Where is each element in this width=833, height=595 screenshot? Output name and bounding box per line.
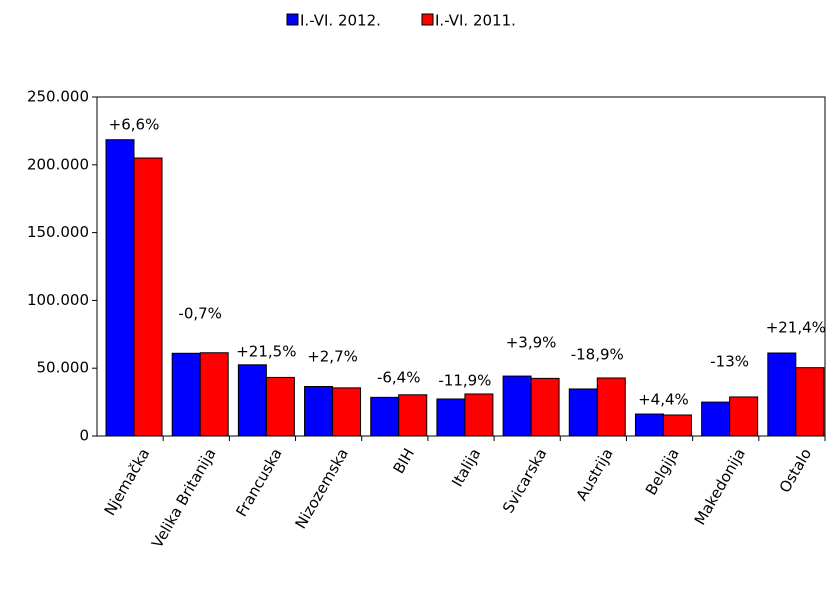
bar bbox=[370, 396, 400, 437]
bar bbox=[634, 413, 664, 437]
annotation: -0,7% bbox=[178, 305, 222, 323]
bar bbox=[237, 364, 267, 437]
bar bbox=[398, 394, 428, 437]
bar bbox=[662, 414, 692, 437]
bar bbox=[304, 386, 334, 437]
bar bbox=[596, 377, 626, 437]
y-tick-label: 100.000 bbox=[27, 291, 89, 309]
bar bbox=[701, 401, 731, 437]
annotation: +21,5% bbox=[236, 343, 296, 361]
annotation: -13% bbox=[710, 353, 749, 371]
bar bbox=[436, 398, 466, 437]
bar bbox=[199, 352, 229, 437]
annotation: -18,9% bbox=[571, 346, 624, 364]
bar bbox=[530, 377, 560, 437]
x-tick-label: Italija bbox=[448, 445, 484, 490]
bar bbox=[265, 376, 295, 437]
bar bbox=[105, 139, 135, 437]
x-tick-label: Makedonija bbox=[691, 445, 749, 528]
annotation: +2,7% bbox=[307, 348, 358, 366]
annotation: +4,4% bbox=[638, 391, 689, 409]
legend-label: I.-VI. 2012. bbox=[300, 12, 381, 30]
bar bbox=[133, 157, 163, 437]
bar bbox=[332, 387, 362, 437]
x-tick-label: Velika Britanija bbox=[148, 445, 219, 551]
y-tick-label: 150.000 bbox=[27, 223, 89, 241]
y-tick-label: 50.000 bbox=[37, 359, 90, 377]
x-tick-label: Svicarska bbox=[499, 445, 550, 516]
annotation: -11,9% bbox=[438, 372, 491, 390]
annotation: +21,4% bbox=[766, 319, 826, 337]
x-tick-label: BIH bbox=[390, 445, 419, 477]
legend-swatch bbox=[421, 13, 434, 26]
x-tick-label: Njemačka bbox=[101, 445, 154, 518]
bar bbox=[795, 367, 825, 437]
y-tick-label: 0 bbox=[79, 427, 89, 445]
bar bbox=[729, 396, 759, 437]
annotation: +3,9% bbox=[506, 334, 557, 352]
bar bbox=[171, 352, 201, 437]
annotation: -6,4% bbox=[377, 369, 421, 387]
bar bbox=[464, 393, 494, 437]
bar bbox=[502, 375, 532, 437]
bar bbox=[767, 352, 797, 437]
x-tick-label: Nizozemska bbox=[292, 445, 352, 532]
x-tick-label: Belgija bbox=[642, 445, 683, 498]
legend-swatch bbox=[286, 13, 299, 26]
annotation: +6,6% bbox=[109, 116, 160, 134]
x-tick-label: Francuska bbox=[232, 445, 285, 519]
x-tick-label: Austrija bbox=[572, 445, 616, 504]
y-tick-label: 250.000 bbox=[27, 88, 89, 106]
bar bbox=[568, 388, 598, 437]
y-tick-label: 200.000 bbox=[27, 155, 89, 173]
legend-label: I.-VI. 2011. bbox=[435, 12, 516, 30]
x-tick-label: Ostalo bbox=[776, 445, 816, 496]
